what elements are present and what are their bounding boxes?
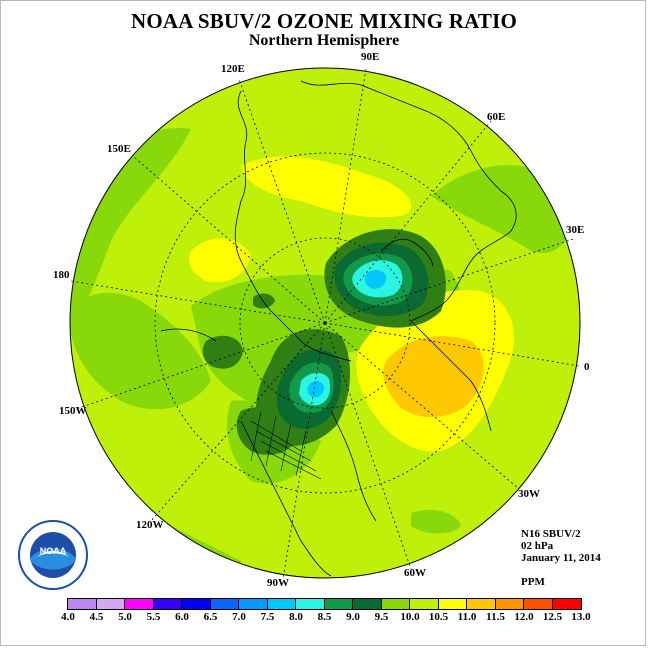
meridian-30e (324, 238, 574, 324)
coastline-siberia (234, 90, 248, 262)
colorbar-segment (552, 599, 581, 609)
meridian-60w (324, 322, 412, 570)
field-region-9-0-alaska (202, 335, 243, 369)
noaa-logo: NOAA (18, 520, 88, 590)
field-region-7-0-arctic (364, 270, 387, 289)
meridian-120e (238, 78, 326, 324)
satellite-label: N16 SBUV/2 (521, 528, 581, 540)
coastline-north-america (240, 420, 332, 577)
colorbar-tick-label: 8.0 (289, 611, 303, 623)
colorbar-segment (381, 599, 410, 609)
pressure-level-label: 02 hPa (521, 540, 554, 552)
chart-subtitle: Northern Hemisphere (248, 32, 400, 49)
colorbar-tick-label: 4.5 (89, 611, 104, 623)
lon-label-60w: 60W (404, 567, 426, 579)
colorbar-tick-label: 6.5 (203, 611, 218, 623)
map-boundary (69, 67, 581, 579)
colorbar-tick-label: 10.0 (400, 611, 420, 623)
colorbar-tick-label: 4.0 (61, 611, 75, 623)
coastline-alaska (160, 328, 217, 342)
colorbar-tick-label: 11.5 (486, 611, 505, 623)
lon-label-150w: 150W (59, 405, 87, 417)
meridian-60e (324, 120, 492, 324)
colorbar-tick-label: 6.0 (175, 611, 189, 623)
lon-label-120e: 120E (221, 63, 245, 75)
coastline-europe (410, 320, 492, 432)
logo-gull-shape (37, 551, 69, 557)
lon-label-60e: 60E (487, 111, 506, 123)
date-label: January 11, 2014 (521, 552, 601, 564)
colorbar-segment (296, 599, 325, 609)
colorbar-segment (96, 599, 125, 609)
colorbar-tick-label: 7.0 (232, 611, 246, 623)
colorbar-segment (410, 599, 439, 609)
colorbar-segment (353, 599, 382, 609)
info-block: N16 SBUV/2 02 hPa January 11, 2014 (521, 528, 601, 564)
colorbar-tick-label: 12.0 (514, 611, 534, 623)
colorbar-tick-label: 10.5 (428, 611, 449, 623)
colorbar-tick-label: 12.5 (542, 611, 563, 623)
lon-label-90e: 90E (361, 51, 380, 63)
colorbar-tick-label: 7.5 (260, 611, 275, 623)
lon-label-90w: 90W (267, 577, 289, 589)
colorbar-tick-label: 5.5 (146, 611, 161, 623)
meridian-90w (282, 322, 326, 580)
coastlines (160, 80, 517, 577)
colorbar-tick-label: 8.5 (317, 611, 332, 623)
graticule (70, 68, 580, 580)
latitude-circle-60 (239, 237, 411, 409)
field-region-10-5-west (189, 238, 251, 283)
colorbar-tick-label: 5.0 (118, 611, 132, 623)
coastline-eurasia (300, 80, 517, 322)
logo-center-text: NOAA (40, 546, 67, 556)
lon-label-30e: 30E (566, 224, 585, 236)
coastline-arctic (240, 260, 352, 362)
colorbar-segment (182, 599, 211, 609)
units-label: PPM (521, 576, 545, 588)
field-region-9-5-east (431, 165, 574, 253)
colorbar-segment (267, 599, 296, 609)
colorbar-tick-label: 9.0 (346, 611, 360, 623)
colorbar-tick-label: 9.5 (374, 611, 389, 623)
colorbar-tick-label: 13.0 (571, 611, 591, 623)
colorbar (67, 598, 582, 610)
lon-label-120w: 120W (136, 519, 164, 531)
field-region-10-5-north (241, 156, 412, 218)
field-region-11-0-europe (383, 336, 484, 418)
field-region-7-0-canada (307, 381, 324, 398)
us-state-lines (250, 410, 322, 480)
colorbar-segment (524, 599, 553, 609)
field-region-9-0-small (253, 293, 275, 309)
lon-label-30w: 30W (518, 488, 540, 500)
colorbar-segment (495, 599, 524, 609)
colorbar-segment (467, 599, 496, 609)
colorbar-segment (153, 599, 182, 609)
colorbar-segment (438, 599, 467, 609)
lon-label-180: 180 (53, 269, 70, 281)
colorbar-segment (210, 599, 239, 609)
coastline-greenland (380, 238, 434, 267)
meridian-150w (75, 322, 326, 410)
colorbar-segment (125, 599, 154, 609)
field-region-9-5-atlantic (411, 509, 461, 534)
colorbar-segment (324, 599, 353, 609)
latitude-circle-30 (154, 152, 496, 494)
colorbar-segment (68, 599, 97, 609)
lon-label-150e: 150E (107, 143, 131, 155)
chart-title: NOAA SBUV/2 OZONE MIXING RATIO (131, 9, 517, 33)
colorbar-tick-label: 11.0 (457, 611, 477, 623)
colorbar-segment (239, 599, 268, 609)
lon-label-0: 0 (584, 361, 590, 373)
field-region-9-5-southwest (70, 292, 211, 410)
coastline-east-america (330, 410, 377, 522)
meridian-120w (150, 322, 326, 522)
